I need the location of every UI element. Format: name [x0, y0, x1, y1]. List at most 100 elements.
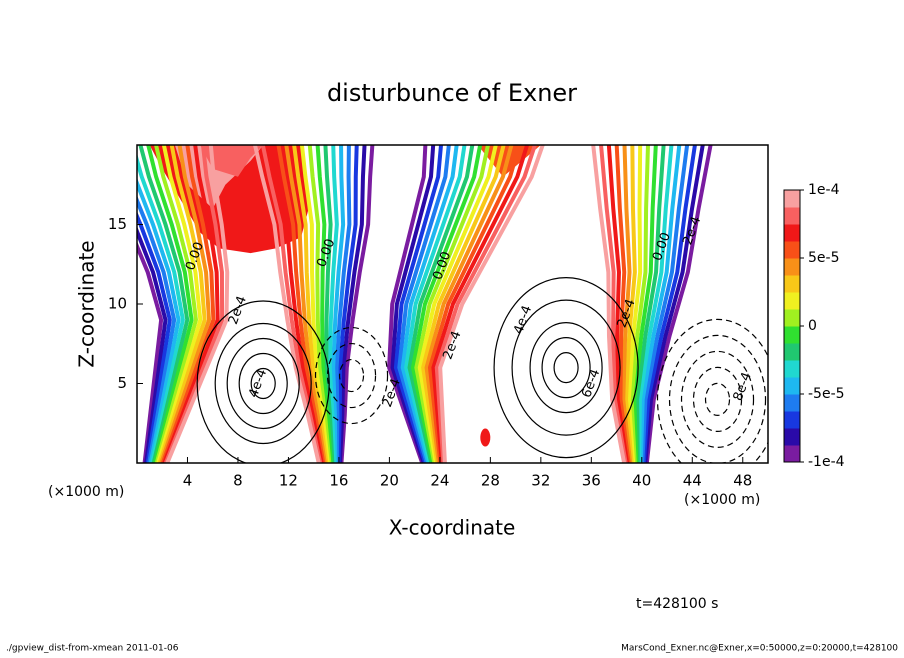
contour-line: [692, 366, 743, 432]
field-band: [641, 145, 697, 463]
colorbar-cell: [784, 394, 800, 412]
field-band: [421, 145, 506, 463]
field-band: [387, 145, 428, 463]
contour-line: [214, 322, 312, 445]
field-band: [599, 145, 628, 463]
field-band: [400, 145, 459, 463]
field-band: [414, 145, 490, 463]
contour-line: [704, 382, 731, 416]
y-axis-label: Z-coordinate: [75, 240, 99, 367]
colorbar-tick-label: 0: [808, 318, 817, 334]
field-band: [434, 145, 537, 463]
contour-label: 4e-4: [246, 367, 270, 400]
contour-line: [541, 337, 591, 399]
x-tick-label: 16: [329, 472, 348, 490]
x-tick-label: 20: [380, 472, 399, 490]
contour-line: [553, 352, 579, 384]
x-tick-label: 4: [183, 472, 193, 490]
field-band: [390, 145, 436, 463]
field-band: [640, 145, 690, 463]
field-band: [268, 145, 324, 463]
field-band: [253, 145, 321, 463]
field-band: [438, 145, 545, 463]
contour-line: [493, 277, 639, 459]
colorbar-tick-label: -5e-5: [808, 386, 845, 402]
contour-label: 2e-4: [226, 294, 250, 327]
field-band: [137, 241, 164, 463]
field-band: [637, 145, 674, 463]
field-band: [137, 153, 185, 463]
contour-line: [680, 350, 755, 448]
x-axis-label: X-coordinate: [389, 516, 516, 540]
field-band: [307, 145, 332, 463]
colorbar-cell: [784, 445, 800, 463]
field-band: [638, 145, 682, 463]
contour-line: [250, 367, 276, 400]
field-band: [397, 145, 451, 463]
field-band: [334, 145, 352, 463]
field-band: [621, 145, 633, 463]
colorbar-cell: [784, 326, 800, 344]
field-fill: [200, 145, 264, 177]
y-tick-label: 10: [108, 295, 127, 313]
chart-title: disturbunce of Exner: [327, 79, 577, 107]
x-tick-label: 28: [481, 472, 500, 490]
field-band: [643, 145, 705, 463]
colorbar-cell: [784, 292, 800, 310]
x-tick-label: 40: [632, 472, 651, 490]
colorbar-tick-label: 5e-5: [808, 250, 839, 266]
footer: ./gpview_dist-from-xmean 2011-01-06: [6, 644, 179, 654]
contour-line: [529, 322, 603, 414]
y-tick-label: 5: [117, 374, 127, 392]
x-tick-label: 36: [582, 472, 601, 490]
colorbar-cell: [784, 190, 800, 208]
field-band: [137, 226, 168, 463]
contour-label: 8e-4: [731, 370, 755, 403]
field-band: [407, 145, 475, 463]
field: [137, 145, 768, 463]
x-tick-label: 8: [233, 472, 243, 490]
field-band: [162, 145, 220, 463]
field-band: [146, 145, 194, 463]
colorbar-cell: [784, 428, 800, 446]
contour-line: [338, 358, 365, 393]
field-band: [260, 145, 323, 463]
field-band: [591, 145, 627, 463]
field-band: [629, 145, 650, 463]
field-band: [163, 145, 225, 463]
field-band: [606, 145, 630, 463]
field-band: [424, 145, 514, 463]
colorbar-cell: [784, 258, 800, 276]
contour-line: [668, 334, 767, 463]
field-band: [632, 145, 658, 463]
x-tick-label: 44: [683, 472, 702, 490]
footer: MarsCond_Exner.nc@Exner,x=0:50000,z=0:20…: [621, 644, 898, 654]
x-tick-label: 32: [531, 472, 550, 490]
contour-label: 4e-4: [511, 304, 535, 337]
contour-line: [656, 318, 768, 463]
x-tick-label: 24: [430, 472, 449, 490]
field-band: [284, 145, 327, 463]
x-tick-label: 48: [733, 472, 752, 490]
contour-line: [314, 326, 389, 425]
colorbar-cell: [784, 241, 800, 259]
field-band: [393, 145, 444, 463]
field-band: [337, 145, 367, 463]
field-band: [614, 145, 631, 463]
colorbar-cell: [784, 360, 800, 378]
field-band: [292, 145, 329, 463]
contour-line: [238, 352, 288, 415]
field-band: [276, 145, 326, 463]
field-band: [339, 145, 375, 463]
field-band: [404, 145, 467, 463]
field-band: [157, 145, 207, 463]
x-unit: (×1000 m): [48, 484, 124, 500]
x-unit: (×1000 m): [684, 492, 760, 508]
colorbar-cell: [784, 411, 800, 429]
colorbar-cell: [784, 377, 800, 395]
field-band: [336, 145, 359, 463]
field-band: [165, 145, 230, 463]
field-band: [159, 145, 212, 463]
contour-line: [511, 299, 621, 436]
